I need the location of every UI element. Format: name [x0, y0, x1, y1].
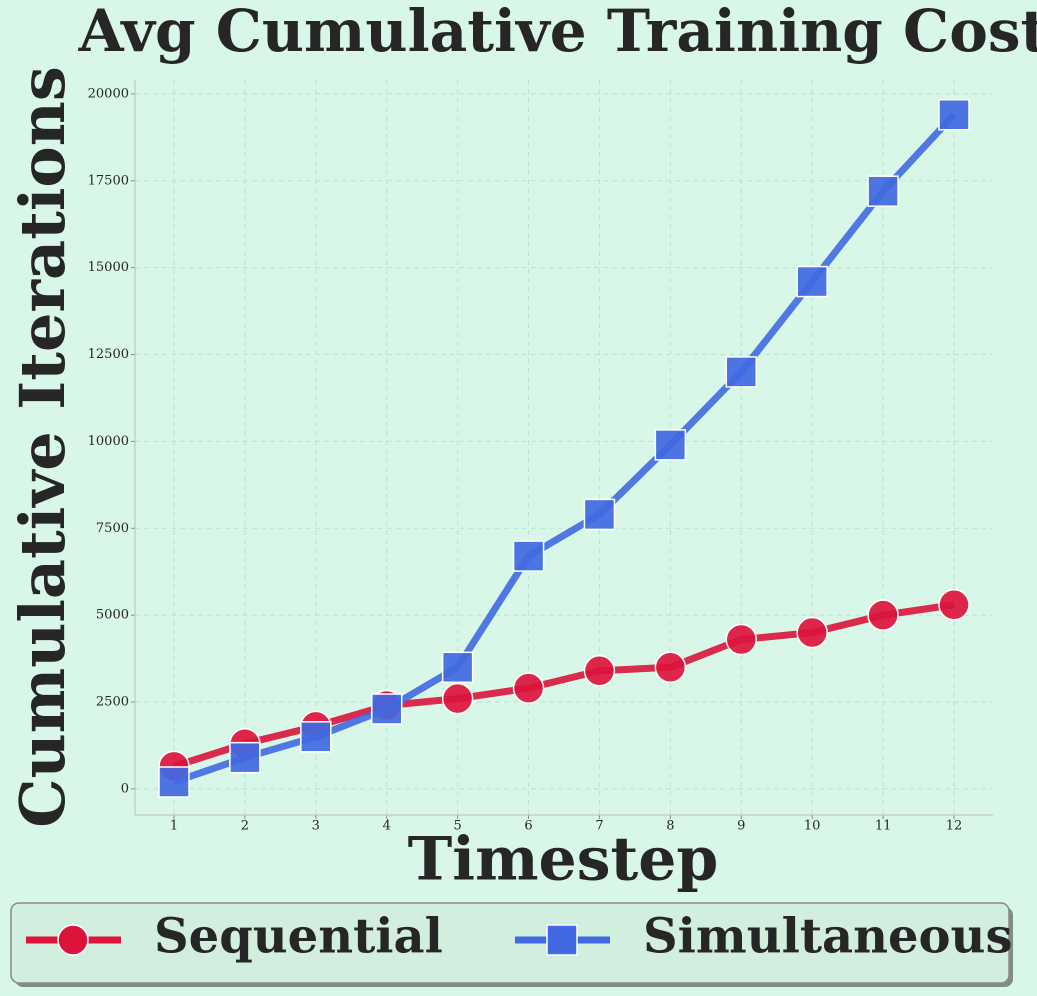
marker [229, 741, 261, 774]
marker [583, 498, 616, 531]
y-tick-label: 2500 [96, 695, 129, 710]
legend: Sequential Simultaneous [10, 902, 1013, 987]
marker [725, 623, 758, 656]
y-tick-label: 0 [121, 781, 129, 796]
x-axis-label: Timestep [408, 825, 719, 895]
x-tick-label: 1 [170, 819, 178, 834]
y-tick-label: 17500 [88, 173, 129, 188]
marker [300, 721, 332, 753]
x-tick-label: 7 [595, 819, 603, 834]
marker [158, 766, 190, 798]
chart-title: Avg Cumulative Training Cost [78, 0, 1037, 65]
marker [938, 589, 970, 621]
marker [938, 99, 970, 131]
marker [583, 655, 616, 687]
x-tick-label: 9 [737, 819, 745, 834]
y-tick-label: 20000 [88, 86, 129, 101]
y-axis-label: Cumulative Iterations [6, 66, 79, 828]
x-tick-label: 4 [383, 819, 391, 834]
marker [441, 651, 474, 684]
x-tick-label: 12 [946, 819, 963, 834]
y-tick-label: 10000 [88, 434, 129, 449]
marker [441, 682, 474, 715]
x-tick-label: 3 [312, 819, 320, 834]
legend-label: Simultaneous [643, 909, 1012, 965]
marker [370, 693, 403, 725]
legend-label: Sequential [154, 909, 443, 965]
y-tick-label: 15000 [88, 260, 129, 275]
x-tick-label: 8 [666, 819, 674, 834]
marker [796, 616, 828, 649]
marker [512, 672, 545, 704]
marker [512, 540, 545, 572]
marker [57, 924, 89, 956]
marker [654, 429, 687, 461]
y-tick-label: 12500 [88, 347, 129, 362]
y-tick-label: 5000 [96, 608, 129, 623]
x-tick-label: 10 [804, 819, 821, 834]
x-tick-label: 2 [241, 819, 249, 834]
marker [546, 924, 578, 956]
x-tick-label: 6 [524, 819, 532, 834]
marker [796, 265, 828, 298]
marker [725, 356, 758, 388]
marker [654, 651, 687, 684]
y-tick-label: 7500 [96, 521, 129, 536]
x-tick-label: 11 [875, 819, 892, 834]
marker [867, 175, 899, 207]
legend-box [10, 902, 1010, 984]
marker [867, 599, 899, 631]
x-tick-label: 5 [453, 819, 461, 834]
